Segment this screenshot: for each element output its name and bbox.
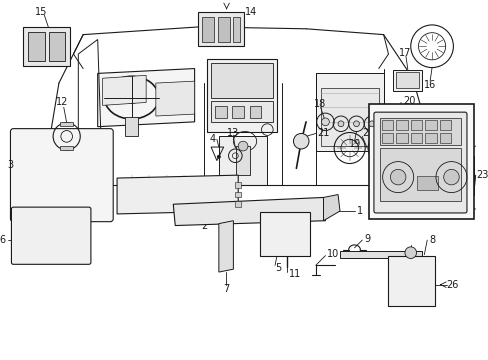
- Bar: [28, 32, 45, 61]
- Bar: [425, 132, 436, 143]
- Bar: [232, 106, 244, 118]
- Polygon shape: [98, 68, 194, 127]
- Bar: [320, 88, 378, 146]
- Bar: [211, 100, 273, 122]
- Bar: [439, 132, 450, 143]
- Circle shape: [217, 155, 220, 158]
- Text: 5: 5: [274, 263, 281, 273]
- Bar: [235, 201, 241, 207]
- Text: 6: 6: [0, 235, 5, 245]
- Bar: [315, 73, 383, 151]
- Text: 1: 1: [356, 206, 362, 216]
- Bar: [410, 132, 422, 143]
- Bar: [23, 27, 69, 66]
- Text: 19: 19: [348, 139, 360, 149]
- Polygon shape: [102, 75, 146, 105]
- Text: 15: 15: [35, 7, 47, 17]
- Bar: [381, 132, 392, 143]
- Text: 20: 20: [402, 95, 414, 105]
- Bar: [381, 120, 392, 130]
- Text: 21: 21: [317, 129, 329, 139]
- Bar: [197, 12, 244, 46]
- Bar: [215, 106, 226, 118]
- Bar: [235, 192, 241, 197]
- Bar: [339, 251, 422, 257]
- Text: 16: 16: [424, 80, 436, 90]
- Circle shape: [443, 169, 458, 185]
- Bar: [218, 17, 229, 42]
- Polygon shape: [173, 197, 325, 226]
- FancyBboxPatch shape: [10, 129, 113, 222]
- FancyBboxPatch shape: [373, 112, 466, 213]
- Bar: [392, 69, 422, 91]
- Bar: [249, 106, 261, 118]
- Bar: [368, 104, 473, 219]
- Circle shape: [293, 134, 308, 149]
- Text: 10: 10: [327, 249, 339, 259]
- Text: 22: 22: [362, 129, 374, 139]
- Text: 13: 13: [226, 129, 238, 139]
- Bar: [207, 59, 276, 131]
- Text: 3: 3: [7, 161, 14, 171]
- Bar: [233, 17, 240, 42]
- Bar: [416, 176, 437, 190]
- Bar: [219, 136, 267, 185]
- Bar: [49, 32, 64, 61]
- Text: 12: 12: [56, 98, 68, 108]
- Bar: [379, 118, 460, 145]
- Text: 18: 18: [313, 99, 325, 109]
- Polygon shape: [117, 175, 238, 214]
- Bar: [387, 256, 434, 306]
- Bar: [235, 182, 241, 188]
- Bar: [395, 120, 407, 130]
- Bar: [425, 120, 436, 130]
- Text: 4: 4: [209, 134, 215, 144]
- Text: 14: 14: [244, 7, 257, 17]
- FancyBboxPatch shape: [11, 207, 91, 264]
- Bar: [60, 146, 73, 150]
- Circle shape: [368, 121, 374, 127]
- Text: 24: 24: [444, 148, 456, 158]
- Text: 2: 2: [201, 221, 207, 230]
- Circle shape: [337, 121, 343, 127]
- Circle shape: [321, 118, 328, 126]
- Bar: [124, 117, 138, 136]
- Text: 11: 11: [288, 269, 300, 279]
- Polygon shape: [219, 221, 233, 272]
- Bar: [410, 120, 422, 130]
- Bar: [211, 63, 273, 98]
- Bar: [439, 120, 450, 130]
- Text: 17: 17: [398, 48, 411, 58]
- Polygon shape: [323, 194, 339, 221]
- Bar: [202, 17, 214, 42]
- Text: 26: 26: [446, 280, 458, 290]
- Bar: [395, 72, 419, 88]
- Polygon shape: [156, 81, 194, 116]
- Circle shape: [353, 121, 359, 127]
- Bar: [60, 122, 73, 126]
- Text: 9: 9: [364, 234, 369, 244]
- Bar: [379, 148, 460, 201]
- Bar: [259, 212, 309, 256]
- Circle shape: [238, 141, 247, 151]
- Text: 23: 23: [476, 170, 488, 180]
- Text: 8: 8: [428, 235, 434, 245]
- Circle shape: [389, 169, 405, 185]
- Text: 25: 25: [444, 204, 456, 214]
- Text: 7: 7: [222, 284, 228, 293]
- Bar: [236, 146, 249, 175]
- Circle shape: [404, 247, 416, 258]
- Bar: [395, 132, 407, 143]
